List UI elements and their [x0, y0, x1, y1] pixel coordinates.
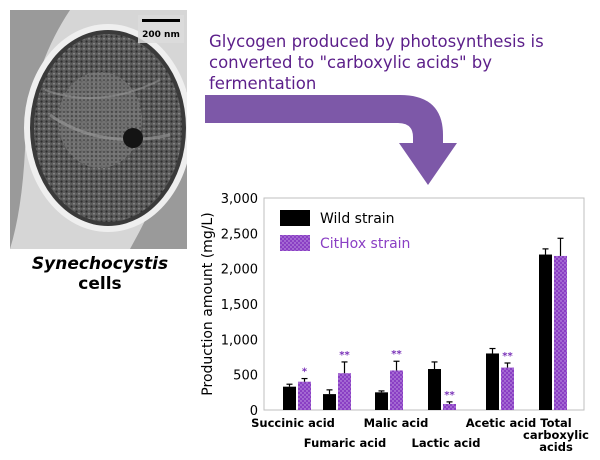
error-bars [286, 237, 564, 404]
y-tick-label: 0 [250, 404, 258, 419]
y-tick-label: 2,000 [221, 263, 258, 278]
y-tick-label: 1,500 [221, 298, 258, 313]
x-category-label: Total [540, 416, 571, 430]
y-tick-label: 500 [233, 369, 258, 384]
x-category-label: Succinic acid [251, 416, 335, 430]
bars [283, 254, 567, 410]
significance-marker: * [302, 367, 308, 378]
bar-wild-strain [283, 386, 296, 410]
y-tick-labels: 0 500 1,000 1,500 2,000 2,500 3,000 [221, 192, 258, 419]
legend-label-wild: Wild strain [320, 211, 395, 227]
legend-swatch-wild [280, 210, 310, 226]
x-category-labels: Succinic acid Fumaric acid Malic acid Lacti… [251, 416, 589, 454]
significance-markers: *** ****** [302, 349, 514, 401]
scale-bar-label: 200 nm [142, 30, 180, 40]
x-category-label: Fumaric acid [304, 436, 386, 450]
significance-marker: ** [502, 351, 513, 362]
x-category-label: Acetic acid [466, 416, 537, 430]
bar-wild-strain [375, 392, 388, 410]
bar-wild-strain [428, 369, 441, 410]
bar-cithox-strain [501, 367, 514, 410]
x-category-label: carboxylic [523, 428, 589, 442]
legend-swatch-cithox [280, 235, 310, 251]
y-tick-label: 3,000 [221, 192, 258, 207]
headline-text: Glycogen produced by photosynthesis is c… [209, 32, 544, 93]
bar-wild-strain [323, 394, 336, 410]
y-axis-label: Production amount (mg/L) [200, 212, 216, 395]
x-category-label: acids [539, 440, 573, 454]
bar-cithox-strain [298, 381, 311, 410]
caption-suffix: cells [78, 274, 122, 294]
micrograph-caption: Synechocystis cells [8, 254, 192, 294]
bar-cithox-strain [338, 373, 351, 410]
bar-wild-strain [486, 353, 499, 410]
legend-label-cithox: CitHox strain [320, 236, 410, 252]
bar-wild-strain [539, 254, 552, 410]
bar-cithox-strain [443, 403, 456, 410]
x-category-label: Lactic acid [412, 436, 481, 450]
bar-cithox-strain [390, 370, 403, 410]
y-tick-label: 2,500 [221, 227, 258, 242]
x-category-label: Malic acid [364, 416, 429, 430]
bar-cithox-strain [554, 255, 567, 410]
synechocystis-micrograph: 200 nm [10, 10, 187, 249]
y-tick-label: 1,000 [221, 333, 258, 348]
legend: Wild strain CitHox strain [280, 210, 410, 252]
significance-marker: ** [339, 350, 350, 361]
significance-marker: ** [444, 390, 455, 401]
caption-species: Synechocystis [31, 254, 169, 274]
flow-arrow [205, 95, 457, 185]
significance-marker: ** [391, 349, 402, 360]
plot-area-border [263, 197, 585, 411]
